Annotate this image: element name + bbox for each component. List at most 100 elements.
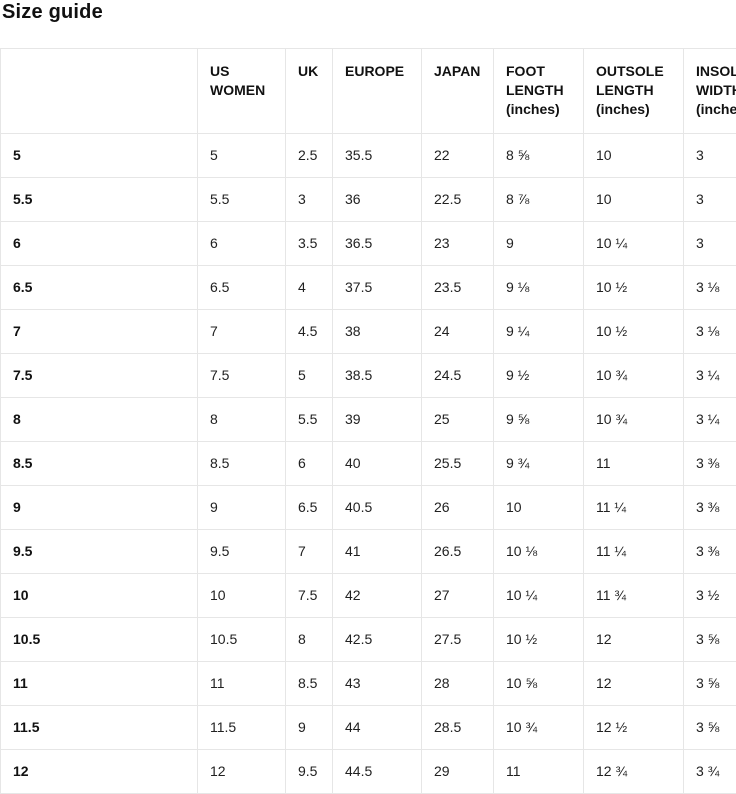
data-cell: 38 [333, 310, 422, 354]
data-cell: 3 [286, 178, 333, 222]
data-cell: 3 ⅛ [684, 266, 736, 310]
data-cell: 10.5 [198, 618, 286, 662]
data-cell: 39 [333, 398, 422, 442]
data-cell: 27 [422, 574, 494, 618]
data-cell: 9 [494, 222, 584, 266]
header-cell: US WOMEN [198, 49, 286, 134]
data-cell: 44.5 [333, 750, 422, 794]
data-cell: 7 [286, 530, 333, 574]
data-cell: 2.5 [286, 134, 333, 178]
data-cell: 10 [584, 134, 684, 178]
data-cell: 35.5 [333, 134, 422, 178]
data-cell: 7.5 [198, 354, 286, 398]
data-cell: 23.5 [422, 266, 494, 310]
row-header-cell: 6.5 [1, 266, 198, 310]
data-cell: 5 [198, 134, 286, 178]
data-cell: 26 [422, 486, 494, 530]
data-cell: 5 [286, 354, 333, 398]
data-cell: 3 [684, 178, 736, 222]
data-cell: 12 ½ [584, 706, 684, 750]
data-cell: 27.5 [422, 618, 494, 662]
data-cell: 9 ¼ [494, 310, 584, 354]
data-cell: 22 [422, 134, 494, 178]
data-cell: 8 ⅞ [494, 178, 584, 222]
page-title: Size guide [0, 0, 736, 24]
header-cell: INSOLE WIDTH (inches) [684, 49, 736, 134]
header-cell [1, 49, 198, 134]
data-cell: 9.5 [198, 530, 286, 574]
data-cell: 37.5 [333, 266, 422, 310]
header-cell: JAPAN [422, 49, 494, 134]
data-cell: 4.5 [286, 310, 333, 354]
data-cell: 10 [198, 574, 286, 618]
data-cell: 9 ⅛ [494, 266, 584, 310]
data-cell: 24.5 [422, 354, 494, 398]
data-cell: 42.5 [333, 618, 422, 662]
data-cell: 3 ¾ [684, 750, 736, 794]
data-cell: 10 ⅝ [494, 662, 584, 706]
row-header-cell: 11 [1, 662, 198, 706]
data-cell: 3 ¼ [684, 398, 736, 442]
data-cell: 9 ½ [494, 354, 584, 398]
data-cell: 9 [286, 706, 333, 750]
data-cell: 3 [684, 222, 736, 266]
data-cell: 12 [584, 618, 684, 662]
data-cell: 11 [198, 662, 286, 706]
data-cell: 40 [333, 442, 422, 486]
data-cell: 6.5 [198, 266, 286, 310]
data-cell: 7.5 [286, 574, 333, 618]
row-header-cell: 10.5 [1, 618, 198, 662]
data-cell: 9.5 [286, 750, 333, 794]
data-cell: 26.5 [422, 530, 494, 574]
row-header-cell: 7 [1, 310, 198, 354]
data-cell: 11.5 [198, 706, 286, 750]
data-cell: 5.5 [198, 178, 286, 222]
data-cell: 44 [333, 706, 422, 750]
data-cell: 6 [286, 442, 333, 486]
data-cell: 10 ¼ [584, 222, 684, 266]
data-cell: 10 ½ [584, 266, 684, 310]
data-cell: 3 ⅛ [684, 310, 736, 354]
row-header-cell: 8 [1, 398, 198, 442]
row-header-cell: 12 [1, 750, 198, 794]
data-cell: 25 [422, 398, 494, 442]
row-header-cell: 5.5 [1, 178, 198, 222]
header-cell: UK [286, 49, 333, 134]
data-cell: 6 [198, 222, 286, 266]
data-cell: 9 ⅝ [494, 398, 584, 442]
data-cell: 10 ¾ [584, 398, 684, 442]
data-cell: 3 ⅜ [684, 442, 736, 486]
data-cell: 25.5 [422, 442, 494, 486]
data-cell: 11 [494, 750, 584, 794]
data-cell: 23 [422, 222, 494, 266]
data-cell: 9 ¾ [494, 442, 584, 486]
data-cell: 10 ¾ [494, 706, 584, 750]
row-header-cell: 6 [1, 222, 198, 266]
row-header-cell: 8.5 [1, 442, 198, 486]
data-cell: 9 [198, 486, 286, 530]
data-cell: 10 ½ [584, 310, 684, 354]
data-cell: 8.5 [286, 662, 333, 706]
data-cell: 3 ⅝ [684, 662, 736, 706]
data-cell: 40.5 [333, 486, 422, 530]
data-cell: 12 [198, 750, 286, 794]
data-cell: 3 ½ [684, 574, 736, 618]
data-cell: 24 [422, 310, 494, 354]
data-cell: 38.5 [333, 354, 422, 398]
